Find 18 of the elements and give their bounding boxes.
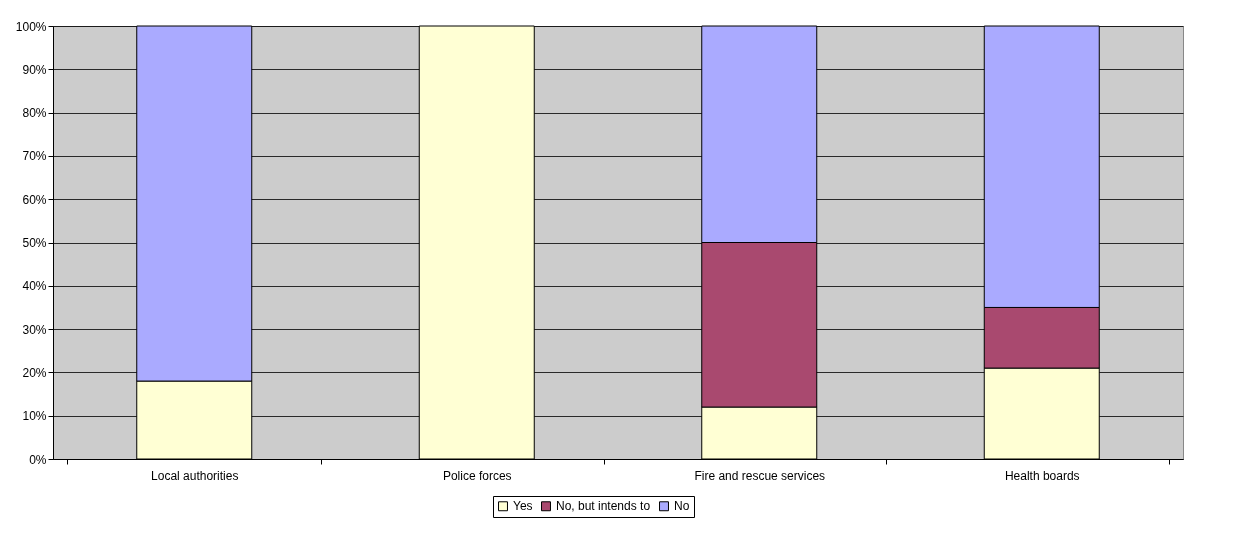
y-tick-label: 20% bbox=[22, 365, 47, 380]
y-tick-label: 30% bbox=[22, 322, 47, 337]
y-tick-label: 10% bbox=[22, 409, 47, 424]
y-tick-label: 80% bbox=[22, 106, 47, 121]
legend-label: Yes bbox=[513, 499, 533, 514]
x-tick-label: Fire and rescue services bbox=[694, 468, 826, 483]
y-tick-label: 40% bbox=[22, 279, 47, 294]
y-tick-label: 50% bbox=[22, 236, 47, 250]
x-tick-label: Police forces bbox=[442, 468, 512, 483]
legend-label: No bbox=[674, 499, 690, 514]
y-tick-label: 100% bbox=[15, 19, 47, 34]
y-tick-label: 0% bbox=[29, 452, 47, 467]
y-tick-label: 60% bbox=[22, 192, 47, 207]
x-tick-label: Local authorities bbox=[151, 468, 239, 483]
legend-label: No, but intends to bbox=[556, 499, 651, 514]
x-tick-label: Health boards bbox=[1004, 468, 1080, 483]
y-tick-label: 70% bbox=[22, 149, 47, 164]
y-tick-label: 90% bbox=[22, 62, 47, 77]
